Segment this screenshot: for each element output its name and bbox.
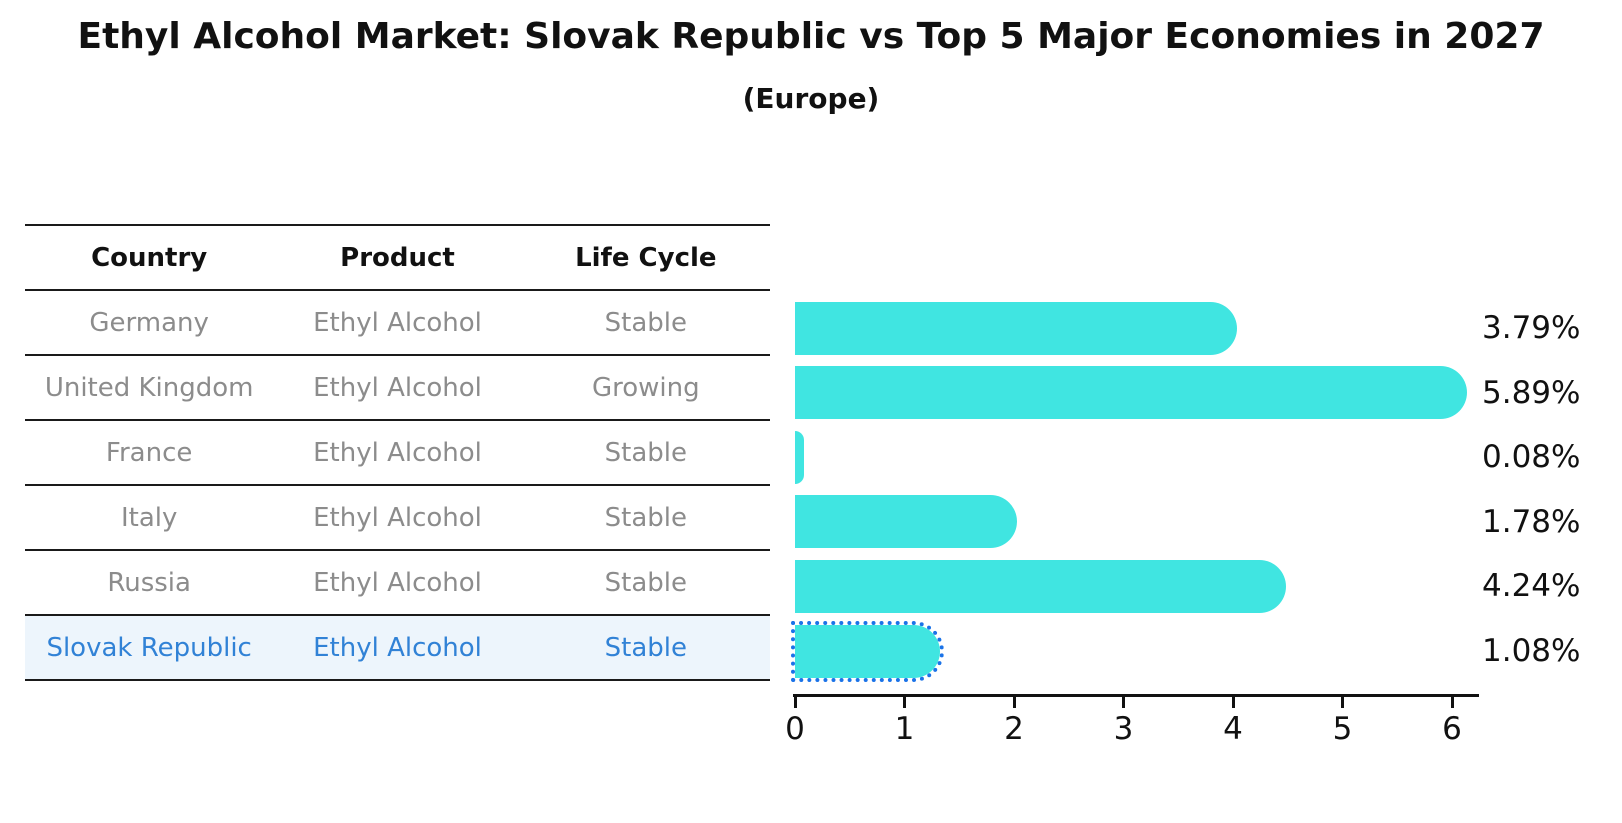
bar-value-label: 5.89%	[1482, 374, 1581, 411]
column-header-product: Product	[340, 242, 455, 273]
page-subtitle: (Europe)	[742, 82, 880, 115]
cell-life-cycle: Stable	[604, 307, 687, 338]
x-axis-tick-label: 2	[1004, 711, 1024, 747]
cell-product: Ethyl Alcohol	[313, 437, 482, 468]
cell-country: Italy	[120, 502, 178, 533]
bar-slovak-republic	[790, 620, 945, 682]
x-axis-line	[793, 694, 1479, 697]
column-header-life-cycle: Life Cycle	[575, 242, 717, 273]
x-axis-tick-label: 1	[894, 711, 915, 747]
cell-product: Ethyl Alcohol	[313, 632, 482, 663]
x-axis-tick	[1231, 697, 1235, 708]
cell-product: Ethyl Alcohol	[313, 502, 482, 533]
table-row: Germany Ethyl Alcohol Stable	[25, 291, 770, 356]
cell-life-cycle: Stable	[604, 632, 687, 663]
bar-united-kingdom	[795, 366, 1467, 420]
cell-product: Ethyl Alcohol	[313, 307, 482, 338]
x-axis-tick	[1341, 697, 1344, 708]
bar-france	[795, 430, 804, 484]
bar-italy	[795, 495, 1017, 549]
bar-germany	[795, 301, 1237, 355]
table-row: Slovak Republic Ethyl Alcohol Stable	[25, 616, 770, 681]
x-axis-tick	[1012, 697, 1016, 708]
table-row: Russia Ethyl Alcohol Stable	[25, 551, 770, 616]
cell-product: Ethyl Alcohol	[313, 567, 482, 598]
table-row: United Kingdom Ethyl Alcohol Growing	[25, 356, 770, 421]
cell-life-cycle: Stable	[604, 567, 687, 598]
x-axis-tick-label: 4	[1223, 711, 1243, 747]
cell-life-cycle: Stable	[604, 502, 687, 533]
bar-value-label: 4.24%	[1482, 568, 1581, 605]
cell-product: Ethyl Alcohol	[313, 372, 482, 403]
cell-life-cycle: Growing	[591, 372, 700, 403]
x-axis-tick	[1450, 697, 1454, 708]
cell-country: France	[105, 437, 193, 468]
page-title: Ethyl Alcohol Market: Slovak Republic vs…	[77, 16, 1545, 57]
table-row: France Ethyl Alcohol Stable	[25, 421, 770, 486]
table-row: Italy Ethyl Alcohol Stable	[25, 486, 770, 551]
x-axis-tick	[1122, 697, 1125, 708]
x-axis-tick	[903, 697, 906, 708]
bar-value-label: 3.79%	[1482, 310, 1581, 346]
x-axis-tick-label: 6	[1442, 711, 1462, 747]
x-axis-tick-label: 5	[1332, 711, 1353, 747]
x-axis-tick	[793, 697, 797, 708]
bar-value-label: 1.78%	[1482, 503, 1581, 540]
cell-life-cycle: Stable	[604, 437, 687, 468]
bar-russia	[795, 559, 1287, 613]
table-header-row: Country Product Life Cycle	[25, 226, 770, 291]
bar-value-label: 0.08%	[1482, 439, 1581, 476]
x-axis-tick-label: 0	[785, 711, 805, 747]
bar-value-label: 1.08%	[1482, 633, 1581, 669]
cell-country: United Kingdom	[44, 372, 254, 403]
cell-country: Slovak Republic	[46, 632, 252, 663]
x-axis-tick-label: 3	[1113, 711, 1134, 747]
column-header-country: Country	[91, 242, 208, 273]
country-table: Country Product Life Cycle Germany Ethyl…	[25, 224, 770, 681]
cell-country: Germany	[89, 307, 209, 338]
cell-country: Russia	[107, 567, 191, 598]
